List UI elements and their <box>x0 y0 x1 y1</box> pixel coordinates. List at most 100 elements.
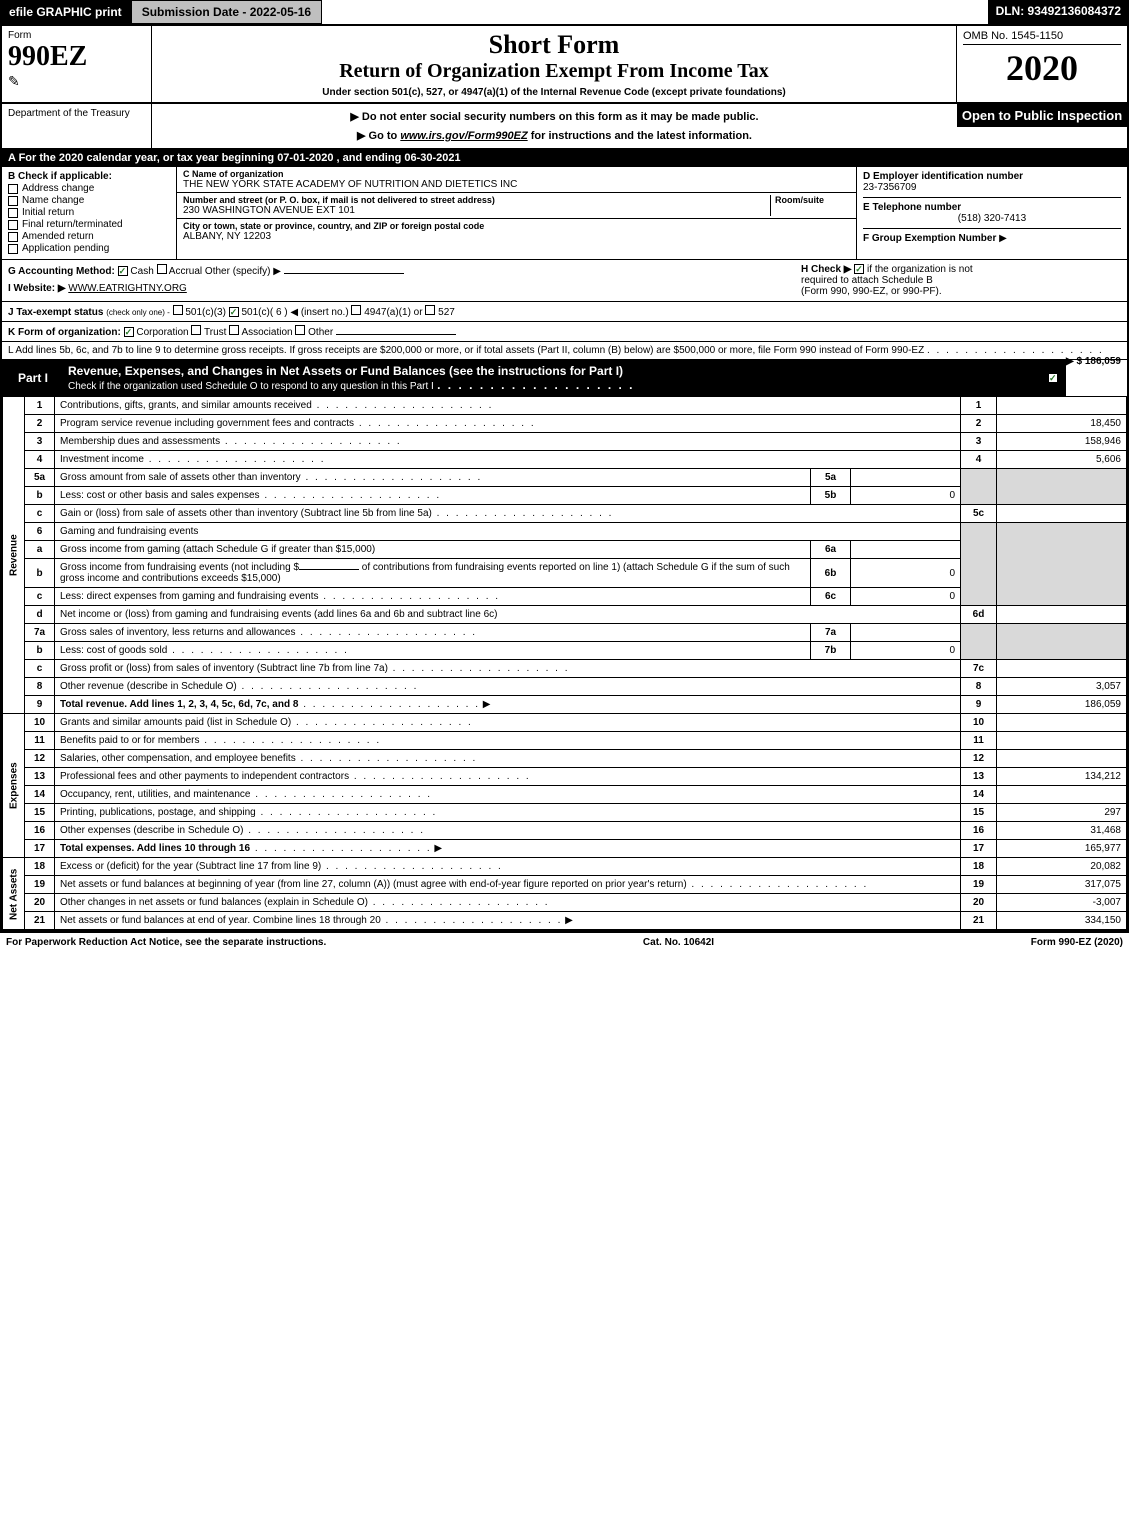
table-row: 17Total expenses. Add lines 10 through 1… <box>3 840 1127 858</box>
k-label: K Form of organization: <box>8 327 121 338</box>
line-code: 13 <box>961 768 997 786</box>
d-label: D Employer identification number <box>863 171 1121 182</box>
sub-val: 0 <box>851 487 961 505</box>
line-num: 1 <box>25 397 55 415</box>
lbl-name-change: Name change <box>22 195 84 206</box>
line-desc: Membership dues and assessments <box>60 436 220 447</box>
chk-corporation[interactable] <box>124 327 134 337</box>
submission-date-label: Submission Date - 2022-05-16 <box>131 0 322 24</box>
lbl-address-change: Address change <box>22 183 94 194</box>
g-label: G Accounting Method: <box>8 266 115 277</box>
table-row: 9Total revenue. Add lines 1, 2, 3, 4, 5c… <box>3 696 1127 714</box>
line-desc: Total revenue. Add lines 1, 2, 3, 4, 5c,… <box>60 699 298 710</box>
lbl-association: Association <box>241 327 292 338</box>
line-desc: Professional fees and other payments to … <box>60 771 349 782</box>
table-row: 21Net assets or fund balances at end of … <box>3 912 1127 930</box>
section-b: B Check if applicable: Address change Na… <box>2 167 177 259</box>
info-block: B Check if applicable: Address change Na… <box>2 167 1127 260</box>
sub-code: 5a <box>811 469 851 487</box>
dln-label: DLN: 93492136084372 <box>988 0 1129 24</box>
part1-header: Part I Revenue, Expenses, and Changes in… <box>2 360 1066 396</box>
line-code: 4 <box>961 451 997 469</box>
h-label: H Check ▶ <box>801 264 851 275</box>
chk-association[interactable] <box>229 325 239 335</box>
l-text: L Add lines 5b, 6c, and 7b to line 9 to … <box>8 345 924 356</box>
lbl-application-pending: Application pending <box>22 243 109 254</box>
revenue-section-label: Revenue <box>3 397 25 714</box>
part1-check-text: Check if the organization used Schedule … <box>68 381 434 392</box>
chk-trust[interactable] <box>191 325 201 335</box>
chk-527[interactable] <box>425 305 435 315</box>
efile-print-button[interactable]: efile GRAPHIC print <box>0 0 131 24</box>
form-label: Form <box>8 30 145 41</box>
gh-row: G Accounting Method: Cash Accrual Other … <box>2 260 1127 302</box>
c-street-label: Number and street (or P. O. box, if mail… <box>183 195 770 205</box>
sub-val <box>851 624 961 642</box>
part1-title: Revenue, Expenses, and Changes in Net As… <box>68 364 623 378</box>
line-val: 158,946 <box>997 433 1127 451</box>
org-name: THE NEW YORK STATE ACADEMY OF NUTRITION … <box>183 179 850 190</box>
table-row: dNet income or (loss) from gaming and fu… <box>3 606 1127 624</box>
other-org-input[interactable] <box>336 334 456 335</box>
sub-code: 6a <box>811 541 851 559</box>
phone-value: (518) 320-7413 <box>863 213 1121 224</box>
line-desc: Net assets or fund balances at end of ye… <box>60 915 381 926</box>
c-name-label: C Name of organization <box>183 169 850 179</box>
chk-application-pending[interactable] <box>8 244 18 254</box>
chk-501c[interactable] <box>229 307 239 317</box>
h-text3: (Form 990, 990-EZ, or 990-PF). <box>801 286 942 297</box>
line-val <box>997 750 1127 768</box>
chk-schedule-o[interactable] <box>1048 373 1058 383</box>
chk-4947[interactable] <box>351 305 361 315</box>
sub-val: 0 <box>851 642 961 660</box>
line-val: -3,007 <box>997 894 1127 912</box>
chk-initial-return[interactable] <box>8 208 18 218</box>
h-text2: required to attach Schedule B <box>801 275 933 286</box>
chk-final-return[interactable] <box>8 220 18 230</box>
section-a: A For the 2020 calendar year, or tax yea… <box>2 149 1127 167</box>
line-desc: Less: cost or other basis and sales expe… <box>60 490 260 501</box>
line-desc: Other revenue (describe in Schedule O) <box>60 681 237 692</box>
chk-amended[interactable] <box>8 232 18 242</box>
line-val <box>997 397 1127 415</box>
footer-left: For Paperwork Reduction Act Notice, see … <box>6 937 326 948</box>
chk-h[interactable] <box>854 264 864 274</box>
table-row: 16Other expenses (describe in Schedule O… <box>3 822 1127 840</box>
line-val: 20,082 <box>997 858 1127 876</box>
f-arrow: ▶ <box>999 233 1007 244</box>
sub-val: 0 <box>851 559 961 588</box>
chk-cash[interactable] <box>118 266 128 276</box>
line-val <box>997 732 1127 750</box>
sub-val <box>851 469 961 487</box>
table-row: 13 Professional fees and other payments t… <box>3 768 1127 786</box>
line-val: 3,057 <box>997 678 1127 696</box>
line-val <box>997 714 1127 732</box>
line-code: 14 <box>961 786 997 804</box>
room-label: Room/suite <box>775 195 850 205</box>
line-desc: Other changes in net assets or fund bala… <box>60 897 368 908</box>
table-row: Expenses 10Grants and similar amounts pa… <box>3 714 1127 732</box>
chk-name-change[interactable] <box>8 196 18 206</box>
chk-501c3[interactable] <box>173 305 183 315</box>
section-l: L Add lines 5b, 6c, and 7b to line 9 to … <box>2 342 1127 360</box>
section-j: J Tax-exempt status (check only one) - 5… <box>2 302 1127 322</box>
l-value: ▶ $ 186,059 <box>1066 356 1121 367</box>
line-code: 10 <box>961 714 997 732</box>
lbl-final-return: Final return/terminated <box>22 219 123 230</box>
chk-other-org[interactable] <box>295 325 305 335</box>
line-desc: Contributions, gifts, grants, and simila… <box>60 400 312 411</box>
chk-accrual[interactable] <box>157 264 167 274</box>
irs-link[interactable]: www.irs.gov/Form990EZ <box>400 130 527 142</box>
line-val <box>997 660 1127 678</box>
line-desc: Other expenses (describe in Schedule O) <box>60 825 243 836</box>
tax-year: 2020 <box>963 47 1121 89</box>
line-code: 17 <box>961 840 997 858</box>
line-desc: Program service revenue including govern… <box>60 418 354 429</box>
other-input[interactable] <box>284 273 404 274</box>
form-header: Form 990EZ ✎ Short Form Return of Organi… <box>2 26 1127 104</box>
chk-address-change[interactable] <box>8 184 18 194</box>
lbl-initial-return: Initial return <box>22 207 74 218</box>
line-desc: Gaming and fundraising events <box>55 523 961 541</box>
instructions-row: Department of the Treasury ▶ Do not ente… <box>2 104 1127 149</box>
website-link[interactable]: WWW.EATRIGHTNY.ORG <box>68 283 187 294</box>
